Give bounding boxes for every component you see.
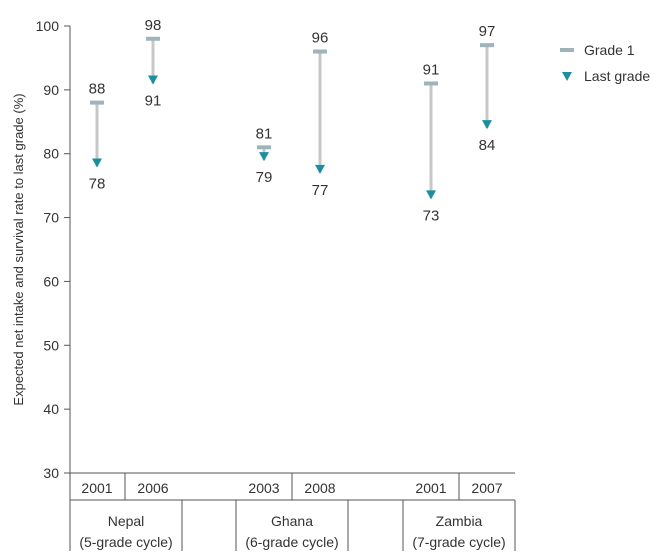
last-grade-marker <box>482 120 492 130</box>
legend-last-grade-icon <box>562 72 572 81</box>
y-tick-label: 90 <box>43 82 59 98</box>
grade1-marker <box>480 43 494 48</box>
last-grade-marker <box>426 190 436 200</box>
y-tick-label: 40 <box>43 401 59 417</box>
legend-grade1-label: Grade 1 <box>584 42 635 58</box>
last-grade-marker <box>92 158 102 168</box>
year-label: 2007 <box>471 480 502 496</box>
y-tick-label: 70 <box>43 210 59 226</box>
group-cycle: (5-grade cycle) <box>79 534 172 550</box>
y-tick-label: 30 <box>43 465 59 481</box>
grade1-marker <box>146 36 160 41</box>
group-name: Zambia <box>436 513 483 529</box>
data-label-lower: 79 <box>256 169 273 186</box>
year-label: 2008 <box>304 480 335 496</box>
legend-grade1-icon <box>560 48 574 52</box>
data-label-lower: 91 <box>145 92 162 109</box>
data-label-lower: 77 <box>312 182 329 199</box>
data-label-upper: 81 <box>256 125 273 142</box>
last-grade-marker <box>148 75 158 85</box>
grade1-marker <box>90 100 104 105</box>
grade1-marker <box>313 49 327 54</box>
y-tick-label: 50 <box>43 337 59 353</box>
year-label: 2003 <box>248 480 279 496</box>
data-label-upper: 91 <box>423 61 440 78</box>
group-name: Ghana <box>271 513 313 529</box>
data-label-upper: 98 <box>145 17 162 34</box>
year-label: 2001 <box>415 480 446 496</box>
group-cycle: (7-grade cycle) <box>412 534 505 550</box>
year-label: 2006 <box>137 480 168 496</box>
data-label-lower: 73 <box>423 207 440 224</box>
data-label-upper: 88 <box>89 81 106 98</box>
grade1-marker <box>257 145 271 150</box>
last-grade-marker <box>259 152 269 162</box>
data-label-upper: 97 <box>479 23 496 40</box>
y-tick-label: 60 <box>43 273 59 289</box>
y-tick-label: 80 <box>43 146 59 162</box>
last-grade-marker <box>315 164 325 174</box>
legend-last-grade-label: Last grade <box>584 68 650 84</box>
grade1-marker <box>424 81 438 86</box>
group-cycle: (6-grade cycle) <box>245 534 338 550</box>
year-label: 2001 <box>81 480 112 496</box>
group-name: Nepal <box>108 513 145 529</box>
data-label-upper: 96 <box>312 30 329 47</box>
y-tick-label: 100 <box>36 18 60 34</box>
y-axis-title: Expected net intake and survival rate to… <box>11 93 26 405</box>
data-label-lower: 78 <box>89 175 106 192</box>
data-label-lower: 84 <box>479 137 496 154</box>
